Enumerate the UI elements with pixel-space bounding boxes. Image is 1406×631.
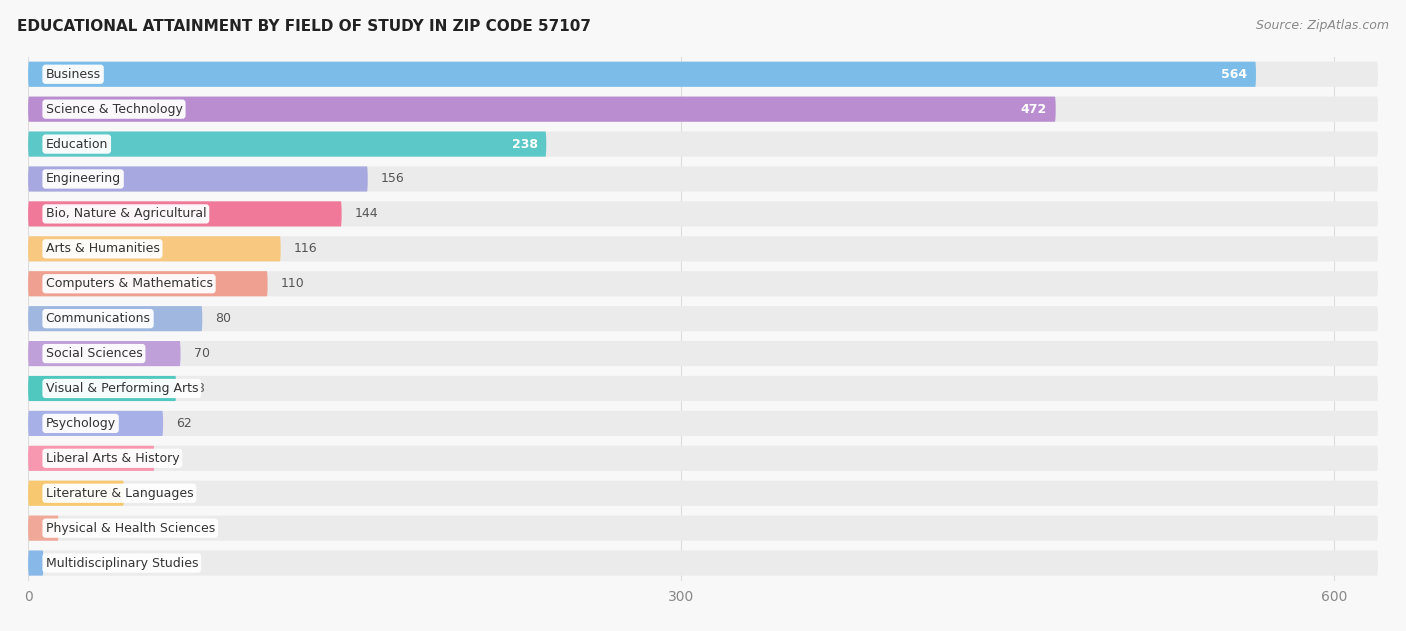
FancyBboxPatch shape xyxy=(28,97,1378,122)
Text: 472: 472 xyxy=(1021,103,1047,115)
FancyBboxPatch shape xyxy=(28,271,267,297)
Text: Physical & Health Sciences: Physical & Health Sciences xyxy=(45,522,215,534)
FancyBboxPatch shape xyxy=(28,201,1378,227)
FancyBboxPatch shape xyxy=(28,271,1378,297)
Text: 564: 564 xyxy=(1222,68,1247,81)
Text: Computers & Mathematics: Computers & Mathematics xyxy=(45,277,212,290)
Text: 110: 110 xyxy=(281,277,305,290)
Text: 156: 156 xyxy=(381,172,405,186)
FancyBboxPatch shape xyxy=(28,131,1378,156)
FancyBboxPatch shape xyxy=(28,516,1378,541)
Text: 14: 14 xyxy=(72,522,87,534)
FancyBboxPatch shape xyxy=(28,236,1378,261)
Text: Arts & Humanities: Arts & Humanities xyxy=(45,242,159,256)
FancyBboxPatch shape xyxy=(28,376,176,401)
FancyBboxPatch shape xyxy=(28,62,1378,87)
FancyBboxPatch shape xyxy=(28,97,1056,122)
Text: Psychology: Psychology xyxy=(45,417,115,430)
Text: Liberal Arts & History: Liberal Arts & History xyxy=(45,452,179,465)
FancyBboxPatch shape xyxy=(28,306,1378,331)
Text: 58: 58 xyxy=(167,452,183,465)
FancyBboxPatch shape xyxy=(28,550,44,575)
FancyBboxPatch shape xyxy=(28,411,163,436)
Text: 238: 238 xyxy=(512,138,537,151)
Text: Engineering: Engineering xyxy=(45,172,121,186)
Text: 44: 44 xyxy=(136,487,153,500)
Text: 7: 7 xyxy=(56,557,65,570)
Text: 68: 68 xyxy=(190,382,205,395)
Text: Visual & Performing Arts: Visual & Performing Arts xyxy=(45,382,198,395)
Text: Multidisciplinary Studies: Multidisciplinary Studies xyxy=(45,557,198,570)
FancyBboxPatch shape xyxy=(28,481,1378,506)
FancyBboxPatch shape xyxy=(28,62,1256,87)
Text: Social Sciences: Social Sciences xyxy=(45,347,142,360)
Text: 144: 144 xyxy=(354,208,378,220)
FancyBboxPatch shape xyxy=(28,201,342,227)
FancyBboxPatch shape xyxy=(28,306,202,331)
Text: Bio, Nature & Agricultural: Bio, Nature & Agricultural xyxy=(45,208,207,220)
FancyBboxPatch shape xyxy=(28,376,1378,401)
Text: 70: 70 xyxy=(194,347,209,360)
Text: EDUCATIONAL ATTAINMENT BY FIELD OF STUDY IN ZIP CODE 57107: EDUCATIONAL ATTAINMENT BY FIELD OF STUDY… xyxy=(17,19,591,34)
Text: Source: ZipAtlas.com: Source: ZipAtlas.com xyxy=(1256,19,1389,32)
FancyBboxPatch shape xyxy=(28,516,59,541)
FancyBboxPatch shape xyxy=(28,481,124,506)
FancyBboxPatch shape xyxy=(28,445,155,471)
Text: Literature & Languages: Literature & Languages xyxy=(45,487,193,500)
Text: Science & Technology: Science & Technology xyxy=(45,103,183,115)
Text: Communications: Communications xyxy=(45,312,150,325)
FancyBboxPatch shape xyxy=(28,550,1378,575)
FancyBboxPatch shape xyxy=(28,236,281,261)
Text: 116: 116 xyxy=(294,242,318,256)
FancyBboxPatch shape xyxy=(28,167,1378,192)
Text: Education: Education xyxy=(45,138,108,151)
Text: Business: Business xyxy=(45,68,101,81)
FancyBboxPatch shape xyxy=(28,341,180,366)
FancyBboxPatch shape xyxy=(28,341,1378,366)
FancyBboxPatch shape xyxy=(28,445,1378,471)
Text: 62: 62 xyxy=(176,417,191,430)
Text: 80: 80 xyxy=(215,312,232,325)
FancyBboxPatch shape xyxy=(28,131,547,156)
FancyBboxPatch shape xyxy=(28,411,1378,436)
FancyBboxPatch shape xyxy=(28,167,368,192)
